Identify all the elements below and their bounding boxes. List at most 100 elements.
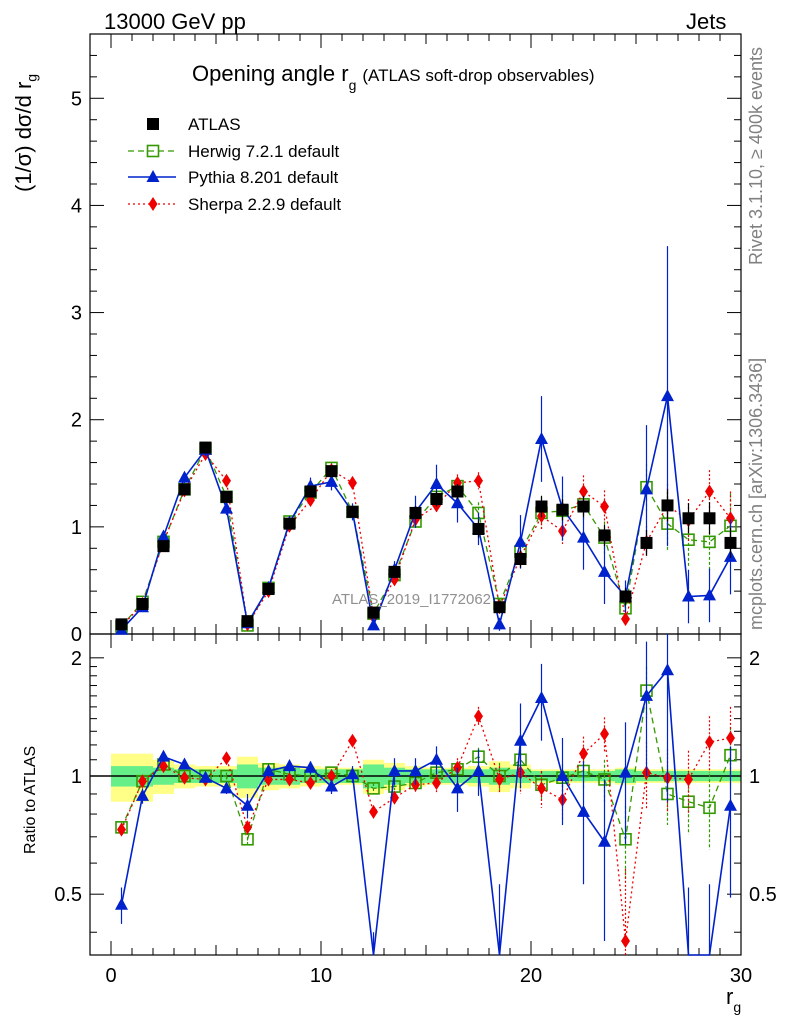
ratio-line-herwig: [120, 690, 732, 842]
main-point-data: [262, 583, 275, 595]
main-line-herwig: [121, 447, 731, 628]
process-label: Jets: [686, 9, 727, 34]
main-point-data: [199, 441, 212, 454]
ratio-point-pythia: [115, 897, 128, 910]
ratio-point-pythia: [283, 759, 296, 772]
legend-marker: [148, 197, 158, 211]
legend-label: Pythia 8.201 default: [188, 168, 339, 187]
ratio-point-pythia: [451, 781, 464, 794]
main-point-pythia: [703, 588, 716, 601]
main-point-sherpa: [222, 473, 231, 488]
main-point-pythia: [598, 564, 611, 577]
chart-title-suffix: (ATLAS soft-drop observables): [362, 66, 594, 85]
main-point-pythia: [535, 432, 548, 444]
main-point-pythia: [493, 617, 506, 630]
main-point-data: [346, 505, 359, 518]
ratio-point-sherpa: [222, 751, 231, 766]
main-point-data: [325, 465, 338, 478]
main-point-sherpa: [474, 473, 483, 488]
ratio-point-pythia: [262, 763, 275, 776]
ratio-point-pythia: [388, 763, 401, 776]
energy-label: 13000 GeV pp: [104, 9, 246, 34]
main-point-pythia: [640, 482, 653, 495]
y-axis-label-subscript: g: [23, 73, 40, 82]
ratio-tick-label: 1: [71, 766, 82, 788]
main-point-data: [367, 606, 380, 619]
main-point-pythia: [220, 501, 233, 514]
ratio-tick-label: 2: [749, 648, 760, 670]
y-tick-label: 4: [71, 195, 82, 217]
y-tick-label: 1: [71, 517, 82, 539]
main-point-sherpa: [726, 511, 735, 526]
ratio-point-pythia: [430, 752, 443, 765]
main-point-data: [598, 529, 611, 542]
legend-label: Herwig 7.2.1 default: [188, 142, 339, 161]
ratio-tick-label: 1: [749, 766, 760, 788]
legend-item: Herwig 7.2.1 default: [128, 142, 339, 161]
ratio-point-sherpa: [537, 781, 546, 796]
rivet-info-label: Rivet 3.1.10, ≥ 400k events: [746, 46, 766, 265]
main-point-data: [178, 483, 191, 496]
main-point-pythia: [451, 496, 464, 509]
ratio-point-pythia: [535, 691, 548, 704]
ratio-line-sherpa: [120, 714, 731, 942]
main-point-pythia: [178, 470, 191, 483]
main-point-pythia: [682, 589, 695, 602]
main-point-data: [682, 512, 695, 525]
main-point-pythia: [661, 389, 674, 402]
main-line-sherpa: [121, 452, 732, 627]
legend-label: Sherpa 2.2.9 default: [188, 195, 341, 214]
main-point-data: [115, 618, 128, 631]
main-point-data: [619, 590, 632, 603]
ratio-point-pythia: [514, 733, 527, 746]
main-point-data: [493, 601, 506, 614]
ratio-series-sherpa: [117, 706, 735, 955]
ratio-point-sherpa: [495, 772, 504, 787]
main-point-data: [535, 500, 548, 513]
ratio-point-herwig: [682, 795, 695, 809]
ratio-point-pythia: [220, 781, 233, 794]
x-tick-label: 0: [105, 965, 116, 987]
main-point-data: [556, 503, 569, 516]
ratio-point-sherpa: [243, 820, 252, 835]
main-point-data: [220, 490, 233, 503]
ratio-point-sherpa: [621, 933, 630, 948]
legend-label: ATLAS: [188, 115, 241, 134]
ratio-point-herwig: [367, 782, 380, 795]
ratio-point-sherpa: [327, 769, 336, 784]
ratio-point-sherpa: [474, 709, 483, 724]
ratio-point-pythia: [640, 688, 653, 701]
ratio-point-sherpa: [705, 735, 714, 750]
y-tick-label: 5: [71, 88, 82, 110]
ratio-point-pythia: [577, 804, 590, 817]
main-point-data: [136, 598, 149, 610]
axis-ticks: 0 10 20 30 0 1 2 3 4 5 0.5 0.5 1 1 2 2: [54, 34, 777, 987]
ratio-point-herwig: [703, 801, 716, 815]
ratio-point-pythia: [304, 760, 317, 773]
legend-marker: [146, 144, 160, 158]
main-point-pythia: [325, 474, 338, 487]
main-point-data: [724, 536, 737, 549]
mcplots-info-label: mcplots.cern.ch [arXiv:1306.3436]: [746, 357, 766, 630]
ratio-axis-label: Ratio to ATLAS: [22, 745, 39, 854]
y-axis-label: (1/σ) dσ/d rg: [11, 73, 40, 192]
ratio-point-pythia: [241, 798, 254, 811]
ratio-point-pythia: [325, 779, 338, 792]
ratio-point-sherpa: [348, 733, 357, 748]
main-point-pythia: [577, 530, 590, 543]
main-point-sherpa: [348, 475, 357, 490]
main-point-data: [283, 517, 296, 530]
main-point-sherpa: [579, 484, 588, 499]
ratio-point-herwig: [220, 769, 233, 783]
ratio-point-pythia: [346, 767, 359, 780]
x-tick-label: 20: [520, 965, 542, 987]
x-axis-label: rg: [726, 984, 741, 1015]
main-point-data: [241, 615, 254, 628]
data-series: [115, 246, 737, 956]
y-tick-label: 0: [71, 624, 82, 646]
x-axis-label-subscript: g: [733, 999, 741, 1015]
main-point-pythia: [514, 534, 527, 547]
ratio-point-pythia: [556, 769, 569, 782]
ratio-point-sherpa: [432, 775, 441, 790]
main-point-data: [514, 553, 527, 565]
